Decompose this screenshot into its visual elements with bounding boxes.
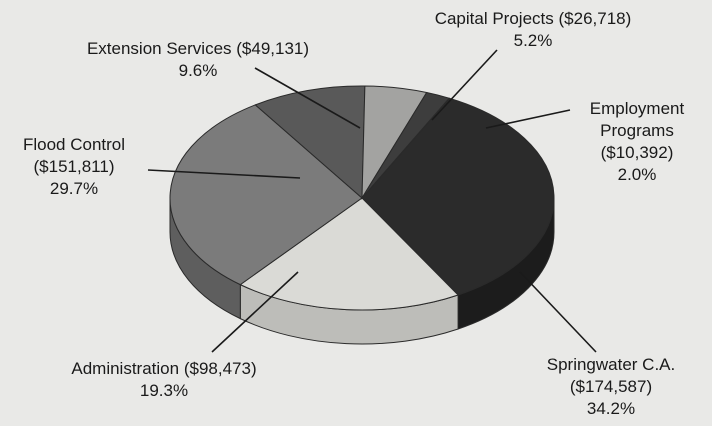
slice-percent: 9.6% — [178, 61, 218, 80]
slice-label: Capital Projects — [434, 9, 554, 28]
label-employment-programs: Employment Programs ($10,392) 2.0% — [566, 98, 708, 186]
slice-label: Flood Control — [22, 135, 126, 154]
label-springwater: Springwater C.A. ($174,587) 34.2% — [526, 354, 696, 420]
slice-percent: 29.7% — [49, 179, 99, 198]
leader-line-2 — [147, 169, 301, 179]
slice-label-line2: Programs — [600, 121, 674, 140]
slice-top-2 — [169, 104, 363, 286]
slice-percent: 2.0% — [617, 165, 657, 184]
slice-amount: ($98,473) — [183, 359, 257, 378]
slice-amount: ($174,587) — [569, 377, 653, 396]
slice-amount: ($26,718) — [558, 9, 632, 28]
leader-line-5 — [485, 109, 571, 129]
slice-percent: 19.3% — [139, 381, 189, 400]
label-flood-control: Flood Control ($151,811) 29.7% — [0, 134, 148, 200]
slice-label: Extension Services — [86, 39, 232, 58]
slice-top-5 — [361, 91, 451, 199]
label-extension-services: Extension Services ($49,131) 9.6% — [48, 38, 348, 82]
slice-amount: ($10,392) — [600, 143, 674, 162]
slice-percent: 34.2% — [586, 399, 636, 418]
leader-line-0 — [519, 271, 597, 353]
slice-amount: ($151,811) — [33, 157, 115, 176]
label-administration: Administration ($98,473) 19.3% — [30, 358, 298, 402]
label-capital-projects: Capital Projects ($26,718) 5.2% — [402, 8, 664, 52]
slice-label: Springwater C.A. — [546, 355, 676, 374]
leader-line-3 — [254, 67, 361, 129]
leader-line-4 — [431, 49, 498, 121]
slice-top-3 — [254, 85, 366, 200]
leader-line-1 — [211, 271, 299, 353]
slice-percent: 5.2% — [513, 31, 553, 50]
slice-amount: ($49,131) — [236, 39, 310, 58]
slice-top-1 — [239, 197, 460, 311]
slice-label: Administration — [71, 359, 180, 378]
slice-label-line1: Employment — [589, 99, 685, 118]
